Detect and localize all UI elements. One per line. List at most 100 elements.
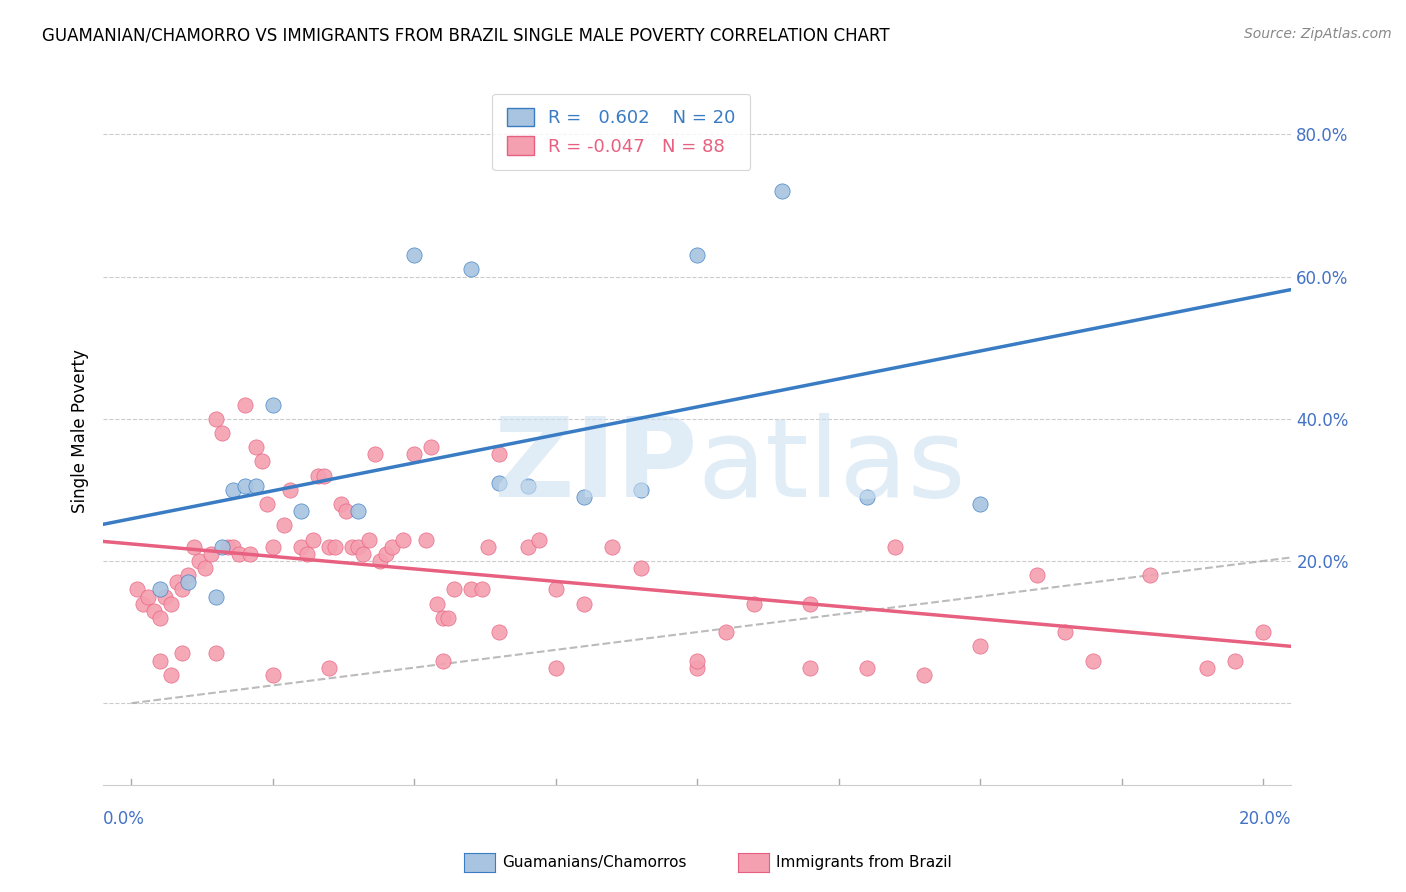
Point	[544, 582, 567, 597]
Point	[630, 561, 652, 575]
Point	[290, 504, 312, 518]
Point	[404, 248, 426, 262]
Point	[527, 533, 550, 547]
Point	[415, 533, 437, 547]
Point	[256, 497, 278, 511]
Text: ZIP: ZIP	[494, 413, 697, 520]
Point	[714, 625, 737, 640]
Point	[307, 468, 329, 483]
Point	[432, 611, 454, 625]
Point	[471, 582, 494, 597]
Point	[1195, 660, 1218, 674]
Point	[239, 547, 262, 561]
Point	[630, 483, 652, 497]
Point	[1025, 568, 1047, 582]
Point	[346, 540, 368, 554]
Point	[205, 590, 228, 604]
Point	[160, 597, 183, 611]
Point	[211, 540, 233, 554]
Point	[295, 547, 318, 561]
Point	[211, 425, 233, 440]
Point	[516, 479, 538, 493]
Point	[352, 547, 374, 561]
Point	[686, 248, 709, 262]
Point	[301, 533, 323, 547]
Point	[183, 540, 205, 554]
Point	[1251, 625, 1274, 640]
Point	[686, 660, 709, 674]
Point	[572, 490, 595, 504]
Point	[477, 540, 499, 554]
Point	[437, 611, 460, 625]
Point	[544, 660, 567, 674]
Point	[149, 611, 172, 625]
Point	[572, 597, 595, 611]
Point	[375, 547, 398, 561]
Point	[138, 590, 160, 604]
Point	[228, 547, 250, 561]
Text: 0.0%: 0.0%	[103, 810, 145, 828]
Y-axis label: Single Male Poverty: Single Male Poverty	[72, 350, 89, 513]
Point	[323, 540, 346, 554]
Point	[290, 540, 312, 554]
Point	[404, 447, 426, 461]
Point	[149, 653, 172, 667]
Point	[799, 660, 821, 674]
Point	[420, 440, 443, 454]
Point	[245, 440, 267, 454]
Point	[312, 468, 335, 483]
Point	[245, 479, 267, 493]
Point	[1139, 568, 1161, 582]
Point	[460, 582, 482, 597]
Point	[381, 540, 404, 554]
Text: atlas: atlas	[697, 413, 966, 520]
Point	[155, 590, 177, 604]
Point	[686, 653, 709, 667]
Point	[194, 561, 217, 575]
Point	[969, 497, 991, 511]
Text: Immigrants from Brazil: Immigrants from Brazil	[776, 855, 952, 870]
Point	[222, 540, 245, 554]
Point	[426, 597, 449, 611]
Text: Source: ZipAtlas.com: Source: ZipAtlas.com	[1244, 27, 1392, 41]
Point	[143, 604, 166, 618]
Point	[488, 625, 510, 640]
Legend: R =   0.602    N = 20, R = -0.047   N = 88: R = 0.602 N = 20, R = -0.047 N = 88	[492, 94, 751, 170]
Point	[488, 447, 510, 461]
Point	[370, 554, 392, 568]
Text: GUAMANIAN/CHAMORRO VS IMMIGRANTS FROM BRAZIL SINGLE MALE POVERTY CORRELATION CHA: GUAMANIAN/CHAMORRO VS IMMIGRANTS FROM BR…	[42, 27, 890, 45]
Point	[1223, 653, 1246, 667]
Point	[188, 554, 211, 568]
Point	[443, 582, 465, 597]
Point	[884, 540, 907, 554]
Point	[1083, 653, 1105, 667]
Point	[149, 582, 172, 597]
Point	[318, 660, 340, 674]
Point	[912, 667, 935, 681]
Point	[856, 490, 879, 504]
Point	[799, 597, 821, 611]
Point	[205, 411, 228, 425]
Point	[262, 398, 284, 412]
Point	[346, 504, 368, 518]
Point	[233, 398, 256, 412]
Point	[340, 540, 363, 554]
Point	[177, 575, 200, 590]
Point	[770, 184, 793, 198]
Point	[160, 667, 183, 681]
Point	[742, 597, 765, 611]
Point	[233, 479, 256, 493]
Point	[125, 582, 148, 597]
Text: Guamanians/Chamorros: Guamanians/Chamorros	[502, 855, 686, 870]
Point	[166, 575, 188, 590]
Point	[217, 540, 239, 554]
Point	[273, 518, 295, 533]
Point	[488, 475, 510, 490]
Point	[392, 533, 415, 547]
Point	[1054, 625, 1077, 640]
Point	[250, 454, 273, 468]
Point	[602, 540, 624, 554]
Point	[262, 540, 284, 554]
Point	[205, 647, 228, 661]
Point	[172, 582, 194, 597]
